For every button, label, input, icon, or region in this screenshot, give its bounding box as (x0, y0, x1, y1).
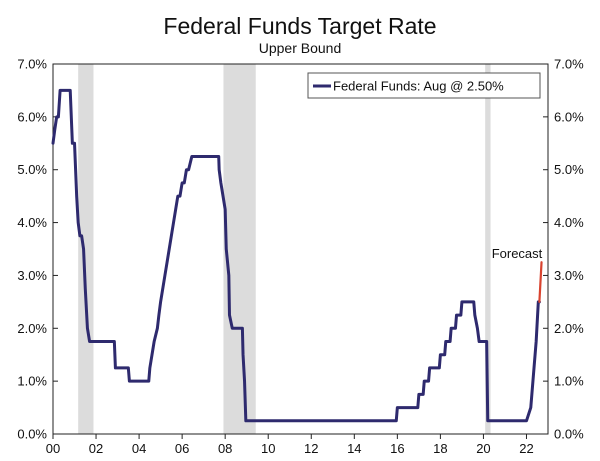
y-tick-label-left: 7.0% (17, 57, 47, 72)
y-tick-label-right: 7.0% (554, 57, 584, 72)
forecast-annotation: Forecast (492, 246, 543, 261)
series-lines (51, 88, 543, 423)
y-tick-label-right: 2.0% (554, 321, 584, 336)
recession-shading (78, 64, 491, 434)
x-tick-label: 04 (132, 441, 146, 456)
y-tick-label-left: 6.0% (17, 109, 47, 124)
plot-frame (52, 63, 549, 435)
y-tick-label-right: 6.0% (554, 109, 584, 124)
x-tick-label: 22 (519, 441, 533, 456)
recession-band (485, 64, 491, 434)
x-tick-label: 12 (304, 441, 318, 456)
legend-box (307, 72, 541, 99)
y-tick-label-right: 1.0% (554, 374, 584, 389)
x-tick-label: 18 (433, 441, 447, 456)
y-tick-label-right: 0.0% (554, 427, 584, 442)
series-line-forecast (538, 261, 543, 303)
legend: Federal Funds: Aug @ 2.50% (307, 72, 541, 99)
x-tick-label: 14 (347, 441, 361, 456)
x-tick-label: 00 (46, 441, 60, 456)
y-tick-label-left: 4.0% (17, 215, 47, 230)
legend-label: Federal Funds: Aug @ 2.50% (333, 79, 504, 94)
y-tick-label-right: 3.0% (554, 268, 584, 283)
y-tick-label-right: 5.0% (554, 162, 584, 177)
recession-band (223, 64, 256, 434)
axes: 0.0% 0.0% 1.0% 1.0% 2.0% 2.0% 3.0% 3.0% 4.0% 4.0%… (17, 57, 584, 457)
series-line-federal-funds (51, 88, 541, 423)
y-tick-label-left: 0.0% (17, 427, 47, 442)
x-tick-label: 02 (89, 441, 103, 456)
recession-band (78, 64, 94, 434)
chart-title: Federal Funds Target Rate (163, 13, 436, 39)
x-tick-label: 08 (218, 441, 232, 456)
x-tick-label: 20 (476, 441, 490, 456)
x-tick-label: 16 (390, 441, 404, 456)
y-tick-label-left: 1.0% (17, 374, 47, 389)
x-tick-label: 10 (261, 441, 275, 456)
y-tick-label-left: 2.0% (17, 321, 47, 336)
y-tick-label-left: 3.0% (17, 268, 47, 283)
x-tick-label: 06 (175, 441, 189, 456)
y-tick-label-left: 5.0% (17, 162, 47, 177)
chart-subtitle: Upper Bound (259, 40, 342, 56)
y-tick-label-right: 4.0% (554, 215, 584, 230)
